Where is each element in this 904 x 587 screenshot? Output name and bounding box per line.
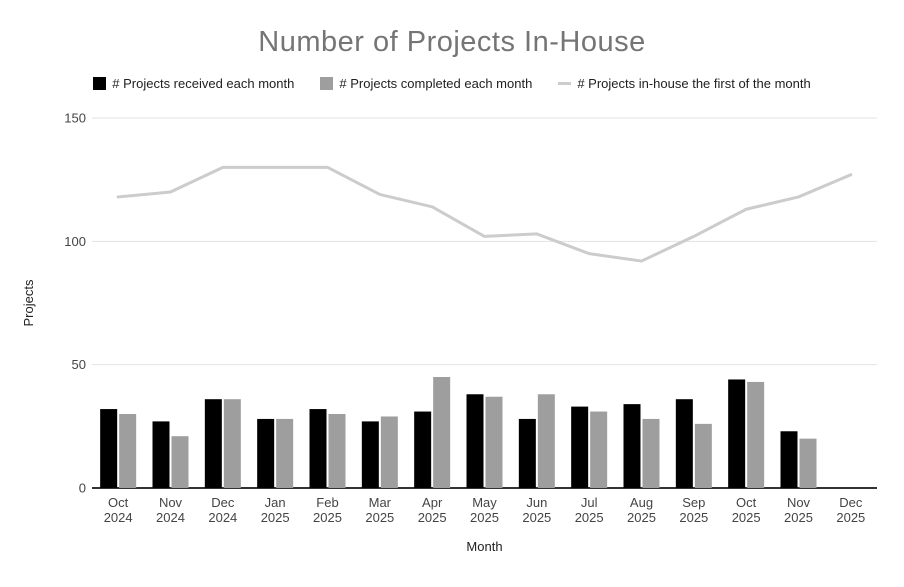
bar-received-Jun-2025	[518, 418, 536, 488]
x-tick-month-3: Jan	[265, 495, 286, 510]
bar-received-Jul-2025	[571, 406, 589, 488]
legend-item-received: # Projects received each month	[93, 76, 294, 91]
bar-received-Aug-2025	[623, 404, 641, 488]
x-tick-month-9: Jul	[581, 495, 598, 510]
x-tick-year-14: 2025	[836, 510, 865, 525]
bar-received-Oct-2024	[100, 409, 118, 488]
bar-received-Nov-2025	[780, 431, 798, 488]
x-tick-month-13: Nov	[787, 495, 811, 510]
x-tick-year-2: 2024	[208, 510, 237, 525]
bar-completed-Sep-2025	[694, 423, 712, 488]
legend: # Projects received each month # Project…	[0, 76, 904, 91]
y-tick-label-100: 100	[64, 234, 86, 249]
bar-received-Mar-2025	[361, 421, 379, 488]
bar-received-Sep-2025	[675, 399, 693, 488]
bar-received-Apr-2025	[414, 411, 432, 488]
x-tick-month-5: Mar	[369, 495, 392, 510]
legend-item-inhouse: # Projects in-house the first of the mon…	[558, 76, 811, 91]
x-tick-year-12: 2025	[732, 510, 761, 525]
bar-completed-Apr-2025	[433, 377, 451, 488]
received-series-swatch-icon	[93, 77, 107, 90]
x-tick-month-6: Apr	[422, 495, 443, 510]
x-tick-month-1: Nov	[159, 495, 183, 510]
x-tick-year-8: 2025	[522, 510, 551, 525]
legend-label-completed: # Projects completed each month	[339, 76, 533, 91]
x-tick-month-10: Aug	[630, 495, 653, 510]
x-tick-month-8: Jun	[526, 495, 547, 510]
inhouse-line	[116, 165, 853, 263]
bar-received-Oct-2025	[728, 379, 746, 488]
bar-completed-Mar-2025	[380, 416, 398, 488]
bar-completed-Nov-2025	[799, 438, 817, 488]
x-tick-year-10: 2025	[627, 510, 656, 525]
x-tick-year-9: 2025	[575, 510, 604, 525]
completed-series-swatch-icon	[320, 77, 334, 90]
bar-received-Jan-2025	[257, 418, 275, 488]
y-axis-title: Projects	[21, 279, 36, 326]
x-tick-year-5: 2025	[365, 510, 394, 525]
bar-completed-May-2025	[485, 396, 503, 488]
legend-item-completed: # Projects completed each month	[320, 76, 532, 91]
bar-completed-Dec-2024	[223, 399, 241, 488]
x-tick-year-6: 2025	[418, 510, 447, 525]
x-tick-month-0: Oct	[108, 495, 129, 510]
x-tick-year-11: 2025	[679, 510, 708, 525]
bar-completed-Feb-2025	[328, 414, 346, 488]
x-tick-year-0: 2024	[104, 510, 133, 525]
bar-completed-Jun-2025	[537, 394, 555, 488]
x-tick-year-13: 2025	[784, 510, 813, 525]
y-tick-label-50: 50	[72, 357, 86, 372]
x-tick-month-7: May	[472, 495, 497, 510]
bar-received-Feb-2025	[309, 409, 327, 488]
bar-received-May-2025	[466, 394, 484, 488]
x-tick-year-7: 2025	[470, 510, 499, 525]
x-tick-year-1: 2024	[156, 510, 185, 525]
bar-completed-Aug-2025	[642, 418, 660, 488]
bar-completed-Oct-2024	[119, 414, 137, 488]
x-tick-month-2: Dec	[211, 495, 235, 510]
x-tick-month-4: Feb	[316, 495, 338, 510]
x-tick-month-11: Sep	[682, 495, 705, 510]
y-tick-label-150: 150	[64, 111, 86, 126]
bar-completed-Jul-2025	[590, 411, 608, 488]
chart-title: Number of Projects In-House	[258, 26, 646, 58]
legend-label-received: # Projects received each month	[112, 76, 295, 91]
bar-completed-Oct-2025	[747, 381, 765, 488]
bar-completed-Nov-2024	[171, 436, 189, 488]
legend-label-inhouse: # Projects in-house the first of the mon…	[577, 76, 811, 91]
inhouse-series-swatch-icon	[558, 82, 572, 85]
bar-received-Dec-2024	[204, 399, 222, 488]
x-tick-month-12: Oct	[736, 495, 757, 510]
x-tick-year-4: 2025	[313, 510, 342, 525]
x-axis-title: Month	[466, 539, 502, 554]
y-tick-label-0: 0	[79, 481, 86, 496]
bar-completed-Jan-2025	[276, 418, 294, 488]
x-tick-year-3: 2025	[261, 510, 290, 525]
bar-received-Nov-2024	[152, 421, 170, 488]
x-tick-month-14: Dec	[839, 495, 863, 510]
